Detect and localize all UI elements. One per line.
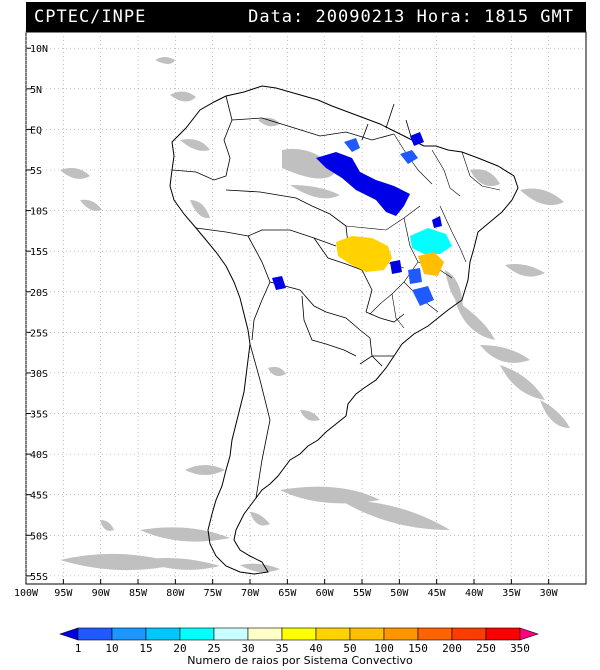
cell-1 (316, 152, 410, 216)
legend-arrow-high (519, 627, 539, 641)
lon-label: 85W (129, 588, 148, 599)
legend-value: 25 (207, 642, 220, 655)
legend-value: 35 (275, 642, 288, 655)
legend-value: 15 (139, 642, 152, 655)
lat-label: 10S (30, 207, 48, 218)
legend-value: 1 (75, 642, 82, 655)
legend-swatch (281, 627, 317, 641)
lon-label: 70W (241, 588, 260, 599)
cell-3 (400, 150, 418, 164)
cloud-cover (60, 57, 570, 573)
legend-value: 50 (343, 642, 356, 655)
legend-swatch (145, 627, 181, 641)
legend-arrow-low (59, 627, 79, 641)
time-value: 1815 GMT (484, 7, 574, 27)
cell-2 (344, 138, 360, 152)
cell-11 (272, 276, 286, 290)
legend-value: 350 (510, 642, 530, 655)
map-frame (25, 31, 587, 585)
legend-colorbar (59, 627, 539, 641)
lat-label: EQ (30, 125, 42, 136)
lat-label: 10N (30, 44, 48, 55)
date-prefix: Data: (248, 7, 305, 27)
legend-swatch (315, 627, 351, 641)
cell-5 (336, 236, 392, 272)
lon-label: 65W (278, 588, 297, 599)
legend-swatch (179, 627, 215, 641)
latitude-labels: 10N 5N EQ 5S 10S 15S 20S 25S 30S 35S 40S 45S 50S 55S (30, 44, 48, 583)
cell-10 (412, 286, 434, 306)
legend-swatch (111, 627, 147, 641)
legend-swatch (485, 627, 521, 641)
map-header: CPTEC/INPE Data: 20090213 Hora: 1815 GMT (26, 2, 586, 32)
date-value: 20090213 (315, 7, 406, 27)
lon-label: 60W (316, 588, 335, 599)
lon-label: 30W (540, 588, 559, 599)
longitude-labels: 100W 95W 90W 85W 80W 75W 70W 65W 60W 55W 50W 45W 40W… (14, 588, 559, 599)
lon-label: 95W (54, 588, 73, 599)
legend-value: 30 (241, 642, 254, 655)
legend-value: 200 (442, 642, 462, 655)
lat-label: 5S (30, 166, 42, 177)
lon-label: 100W (14, 588, 39, 599)
lightning-cells (272, 132, 452, 306)
legend-swatch (349, 627, 385, 641)
lon-label: 55W (353, 588, 372, 599)
lon-label: 75W (204, 588, 223, 599)
lon-label: 80W (166, 588, 185, 599)
legend-value: 150 (408, 642, 428, 655)
legend-swatch (213, 627, 249, 641)
lat-label: 30S (30, 369, 48, 380)
cell-8 (390, 260, 402, 274)
lon-label: 50W (390, 588, 409, 599)
cell-6 (410, 228, 452, 254)
time-prefix: Hora: (416, 7, 473, 27)
lat-label: 20S (30, 288, 48, 299)
lat-label: 50S (30, 531, 48, 542)
lat-label: 35S (30, 410, 48, 421)
datetime-label: Data: 20090213 Hora: 1815 GMT (248, 7, 574, 27)
cell-12 (432, 216, 442, 228)
legend-title: Numero de raios por Sistema Convectivo (187, 654, 413, 667)
legend-value: 100 (374, 642, 394, 655)
lon-label: 35W (502, 588, 521, 599)
lon-label: 45W (428, 588, 447, 599)
legend-value: 20 (173, 642, 186, 655)
lat-label: 5N (30, 85, 42, 96)
legend-swatch (417, 627, 453, 641)
source-label: CPTEC/INPE (34, 7, 147, 27)
legend-swatch (77, 627, 113, 641)
lat-label: 55S (30, 572, 48, 583)
lat-label: 45S (30, 491, 48, 502)
lon-label: 90W (92, 588, 111, 599)
legend-swatch (247, 627, 283, 641)
lat-label: 40S (30, 450, 48, 461)
legend-value: 10 (105, 642, 118, 655)
lon-label: 40W (465, 588, 484, 599)
lat-label: 15S (30, 247, 48, 258)
cell-7 (418, 252, 444, 276)
cell-4 (410, 132, 424, 146)
cell-9 (408, 268, 422, 284)
legend-value: 250 (476, 642, 496, 655)
legend-swatch (451, 627, 487, 641)
lat-label: 25S (30, 328, 48, 339)
legend-swatch (383, 627, 419, 641)
legend-value: 40 (309, 642, 322, 655)
legend-values: 1 10 15 20 25 30 35 40 50 100 150 200 250 350 (75, 642, 530, 655)
